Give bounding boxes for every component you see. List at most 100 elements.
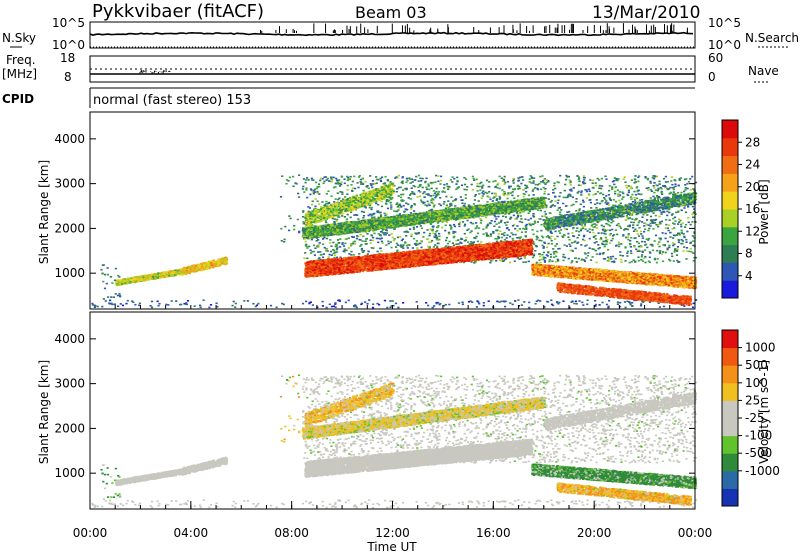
data-cell — [504, 176, 506, 178]
data-cell — [539, 259, 541, 261]
data-cell — [143, 275, 145, 277]
data-cell — [356, 307, 358, 309]
data-cell — [599, 203, 601, 205]
data-cell — [630, 304, 632, 306]
data-cell — [312, 304, 314, 306]
data-cell — [455, 183, 457, 185]
data-cell — [445, 304, 447, 306]
data-cell — [672, 237, 674, 239]
noise-left-label: N.Sky — [2, 31, 36, 45]
data-cell — [215, 264, 217, 266]
data-cell — [483, 233, 485, 235]
power-heatmap — [91, 174, 697, 308]
data-cell — [627, 251, 629, 253]
data-cell — [462, 304, 464, 306]
data-cell — [674, 217, 676, 219]
data-cell — [570, 184, 572, 186]
data-cell — [540, 189, 542, 191]
data-cell — [450, 179, 452, 181]
data-cell — [140, 275, 142, 277]
data-cell — [557, 202, 559, 204]
data-cell — [196, 266, 198, 268]
data-cell — [498, 226, 500, 228]
data-cell — [395, 303, 397, 305]
data-cell — [127, 278, 129, 280]
data-cell — [333, 221, 335, 223]
data-cell — [101, 273, 103, 275]
data-cell — [528, 261, 530, 263]
data-cell — [117, 305, 119, 307]
data-cell — [348, 247, 350, 249]
data-cell — [303, 178, 305, 180]
data-cell — [499, 231, 501, 233]
data-cell — [198, 269, 200, 271]
data-cell — [218, 263, 220, 265]
data-cell — [625, 307, 627, 309]
data-cell — [535, 303, 537, 305]
data-cell — [410, 198, 412, 200]
data-cell — [448, 304, 450, 306]
data-cell — [476, 183, 478, 185]
data-cell — [458, 302, 460, 304]
data-cell — [120, 303, 122, 305]
data-cell — [511, 232, 513, 234]
data-cell — [221, 258, 223, 260]
data-cell — [158, 305, 160, 307]
data-cell — [512, 304, 514, 306]
data-cell — [354, 188, 356, 190]
data-cell — [514, 300, 516, 302]
data-cell — [539, 300, 541, 302]
data-cell — [536, 262, 538, 264]
data-cell — [232, 305, 234, 307]
data-cell — [550, 299, 552, 301]
data-cell — [353, 176, 355, 178]
data-cell — [405, 235, 407, 237]
data-cell — [509, 302, 511, 304]
data-cell — [435, 191, 437, 193]
data-cell — [376, 303, 378, 305]
data-cell — [116, 282, 118, 284]
data-cell — [337, 300, 339, 302]
data-cell — [513, 215, 515, 217]
data-cell — [311, 204, 313, 206]
data-cell — [270, 305, 272, 307]
data-cell — [314, 206, 316, 208]
data-cell — [201, 270, 203, 272]
data-cell — [354, 306, 356, 308]
data-cell — [372, 240, 374, 242]
data-cell — [118, 280, 120, 282]
data-cell — [553, 257, 555, 259]
data-cell — [318, 244, 320, 246]
data-cell — [578, 300, 580, 302]
data-cell — [580, 230, 582, 232]
data-cell — [361, 303, 363, 305]
data-cell — [626, 252, 628, 254]
data-cell — [594, 300, 596, 302]
data-cell — [200, 263, 202, 265]
data-cell — [546, 301, 548, 303]
data-cell — [243, 300, 245, 302]
beam-title: Beam 03 — [355, 3, 427, 22]
data-cell — [247, 300, 249, 302]
data-cell — [121, 283, 123, 285]
data-cell — [693, 303, 695, 305]
data-cell — [547, 194, 549, 196]
data-cell — [594, 204, 596, 206]
data-cell — [206, 268, 208, 270]
data-cell — [146, 279, 148, 281]
data-cell — [151, 278, 153, 280]
data-cell — [530, 218, 532, 220]
data-cell — [308, 303, 310, 305]
data-cell — [323, 253, 325, 255]
data-cell — [312, 201, 314, 203]
noise-left-tick-high: 10^5 — [52, 16, 85, 30]
data-cell — [330, 178, 332, 180]
data-cell — [657, 243, 659, 245]
data-cell — [200, 307, 202, 309]
data-cell — [135, 280, 137, 282]
data-cell — [386, 307, 388, 309]
data-cell — [653, 187, 655, 189]
data-cell — [586, 191, 588, 193]
data-cell — [425, 193, 427, 195]
data-cell — [346, 238, 348, 240]
